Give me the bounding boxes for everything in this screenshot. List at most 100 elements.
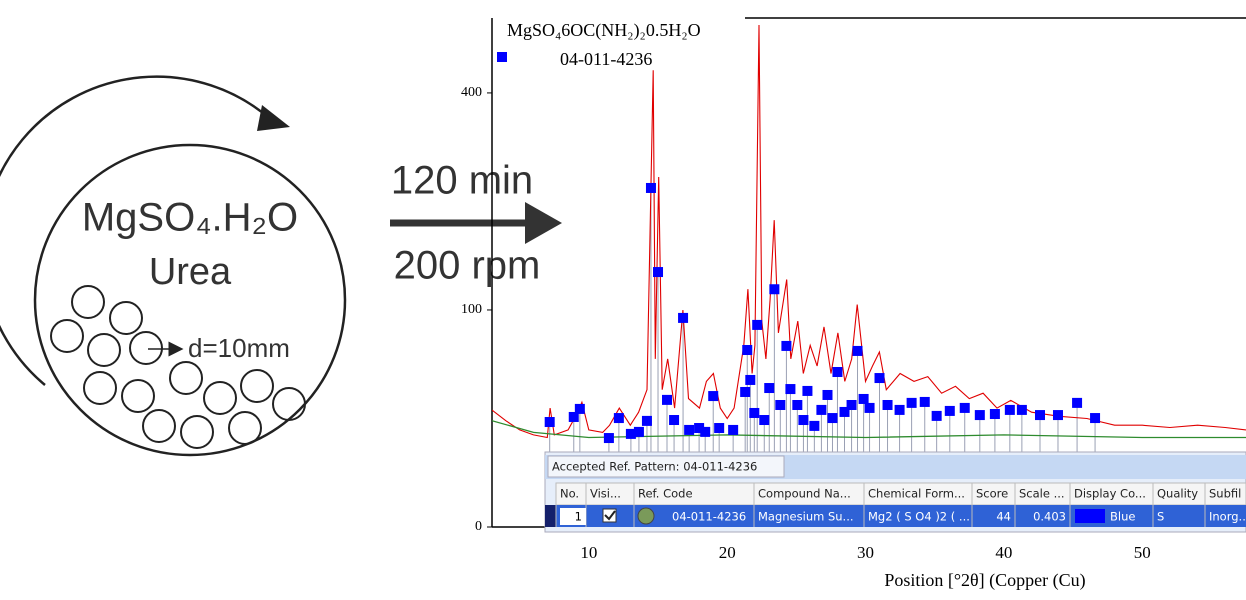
reference-peak xyxy=(1090,413,1101,424)
reference-peak xyxy=(1016,404,1027,415)
reference-peak xyxy=(1072,397,1083,408)
x-tick-label: 10 xyxy=(580,543,597,562)
reference-peak xyxy=(944,405,955,416)
reference-peak xyxy=(839,406,850,417)
reference-peak xyxy=(684,424,695,435)
reference-peak xyxy=(714,423,725,434)
reference-peak xyxy=(645,182,656,193)
observed-pattern xyxy=(492,24,1246,439)
time-label: 120 min xyxy=(391,159,533,203)
column-header: No. xyxy=(560,487,579,501)
column-header: Subfil xyxy=(1209,487,1241,501)
reference-peak xyxy=(669,415,680,426)
x-tick-label: 50 xyxy=(1134,543,1151,562)
reactants-label: MgSO₄.H₂O xyxy=(82,196,298,240)
legend-label: 04-011-4236 xyxy=(560,49,652,69)
check xyxy=(604,510,616,521)
table-cell: 44 xyxy=(996,510,1011,524)
y-tick-label: 400 xyxy=(461,85,482,100)
milling-diagram: MgSO₄.H₂O Urea d=10mm 120 min 200 rpm xyxy=(0,75,562,457)
column-header: Scale ... xyxy=(1019,487,1065,501)
reference-peak xyxy=(959,402,970,413)
reference-peak xyxy=(700,426,711,437)
reference-peak xyxy=(894,404,905,415)
reference-peak xyxy=(882,399,893,410)
reference-peak xyxy=(1034,410,1045,421)
cell-box xyxy=(560,508,586,525)
column-header: Visi... xyxy=(590,487,621,501)
column-header: Score xyxy=(976,487,1008,501)
reference-peak xyxy=(662,394,673,405)
table-cell: S xyxy=(1157,510,1164,524)
reference-peak xyxy=(919,396,930,407)
reference-peak xyxy=(728,424,739,435)
reference-peak xyxy=(809,420,820,431)
reference-peak xyxy=(906,397,917,408)
table-cell: 04-011-4236 xyxy=(672,510,746,524)
y-tick-label: 0 xyxy=(475,519,482,534)
reference-peak xyxy=(785,384,796,395)
background-line xyxy=(492,420,1246,439)
color-swatch xyxy=(1075,509,1105,523)
reference-peak xyxy=(740,386,751,397)
reference-peak xyxy=(816,404,827,415)
reference-peak xyxy=(633,426,644,437)
reference-peak xyxy=(846,399,857,410)
reference-peak xyxy=(544,417,555,428)
ref-icon xyxy=(637,507,655,525)
reference-peak xyxy=(708,391,719,402)
table-cell: Inorg... xyxy=(1209,510,1246,524)
reference-peak xyxy=(568,411,579,422)
table-cell: Mg2 ( S O4 )2 ( ... xyxy=(868,510,970,524)
xrd-plot: MgSO₄6OC(NH₂)₂0.5H₂O 04-011-4236 Positio… xyxy=(461,17,1246,591)
x-tick-label: 20 xyxy=(719,543,736,562)
x-tick-label: 40 xyxy=(995,543,1012,562)
legend-title: MgSO₄6OC(NH₂)₂0.5H₂O xyxy=(507,20,701,41)
rotation-arrowhead xyxy=(257,105,290,131)
table-cell: 0.403 xyxy=(1033,510,1066,524)
reference-peak xyxy=(653,267,664,278)
reference-peak xyxy=(742,345,753,356)
column-header: Quality xyxy=(1157,487,1198,501)
reference-peak xyxy=(641,415,652,426)
reference-peak xyxy=(822,389,833,400)
legend-swatch xyxy=(497,52,507,62)
reference-peak xyxy=(1052,410,1063,421)
column-header: Ref. Code xyxy=(638,487,693,501)
table-title: Accepted Ref. Pattern: 04-011-4236 xyxy=(552,460,757,474)
additive-label: Urea xyxy=(149,251,232,293)
reference-peak xyxy=(745,374,756,385)
reference-peak xyxy=(832,367,843,378)
reference-peak xyxy=(1004,404,1015,415)
reference-peak xyxy=(574,403,585,414)
reference-peak xyxy=(625,428,636,439)
x-tick-label: 30 xyxy=(857,543,874,562)
reference-table: Accepted Ref. Pattern: 04-011-4236 No. Vis… xyxy=(544,451,1246,533)
plot-area xyxy=(492,24,1246,455)
reference-peak xyxy=(798,415,809,426)
reference-peak xyxy=(764,383,775,394)
reference-peak xyxy=(752,319,763,330)
table-cell: Blue xyxy=(1110,510,1135,524)
checkbox[interactable] xyxy=(602,508,617,523)
reference-peak xyxy=(759,415,770,426)
reference-peak xyxy=(769,284,780,295)
x-axis-label: Position [°2θ] (Copper (Cu) xyxy=(884,570,1085,591)
reference-peak xyxy=(864,402,875,413)
reference-peak xyxy=(989,409,1000,420)
column-header: Display Co... xyxy=(1074,487,1146,501)
reference-peak xyxy=(603,433,614,444)
row-marker xyxy=(545,505,556,527)
reference-peak xyxy=(874,373,885,384)
table-cell: 1 xyxy=(575,510,582,524)
reference-peak xyxy=(802,385,813,396)
reference-peak xyxy=(827,413,838,424)
reference-peak xyxy=(781,340,792,351)
process-arrowhead xyxy=(525,202,562,244)
reference-peak xyxy=(792,399,803,410)
table-cell: Magnesium Su... xyxy=(758,510,854,524)
reference-peak xyxy=(974,410,985,421)
reference-peak xyxy=(852,345,863,356)
